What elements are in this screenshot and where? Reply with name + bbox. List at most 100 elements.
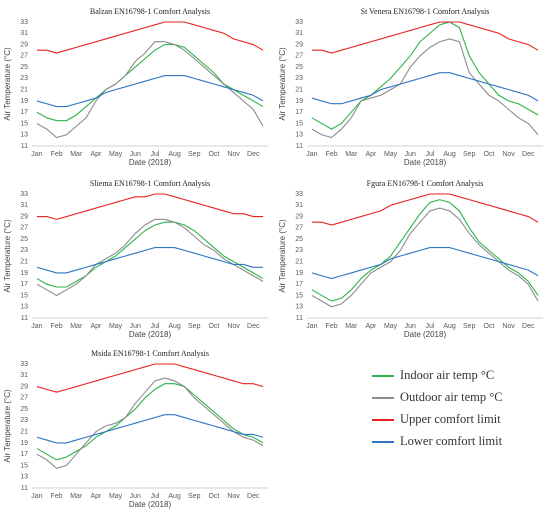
series-line (36, 247, 264, 274)
x-tick-label: Aug (443, 151, 456, 158)
x-axis-label: Date (2018) (129, 330, 172, 339)
series-line (36, 383, 264, 461)
y-tick-label: 15 (20, 292, 28, 299)
series-line (311, 207, 539, 308)
x-tick-label: May (384, 323, 398, 330)
chart-title: Msida EN16798-1 Comfort Analysis (91, 349, 209, 358)
y-tick-label: 17 (20, 109, 28, 116)
series-line (311, 193, 539, 226)
series-line (36, 75, 264, 108)
x-tick-label: Sep (188, 151, 201, 158)
y-tick-label: 29 (295, 213, 303, 220)
y-tick-label: 15 (20, 462, 28, 469)
x-tick-label: Mar (345, 323, 358, 330)
x-tick-label: May (384, 151, 398, 158)
y-tick-label: 27 (295, 53, 303, 60)
x-axis-label: Date (2018) (129, 500, 172, 509)
chart-title: Fgura EN16798-1 Comfort Analysis (367, 179, 484, 188)
y-tick-label: 11 (296, 143, 303, 150)
x-tick-label: Jul (425, 151, 434, 158)
y-tick-label: 25 (295, 64, 303, 71)
y-tick-label: 19 (20, 440, 28, 447)
x-tick-label: Jun (405, 151, 416, 158)
y-tick-label: 31 (20, 202, 28, 209)
legend: Indoor air temp °C Outdoor air temp °C Upp… (372, 368, 503, 448)
y-tick-label: 25 (20, 236, 28, 243)
chart-title: St Venera EN16798-1 Comfort Analysis (361, 7, 490, 16)
x-tick-label: Feb (51, 151, 63, 158)
x-tick-label: Oct (483, 323, 494, 330)
x-tick-label: Aug (168, 151, 181, 158)
x-tick-label: Jul (150, 493, 159, 500)
x-tick-label: Jul (150, 151, 159, 158)
y-tick-label: 27 (20, 53, 28, 60)
y-axis-label: Air Temperature (°C) (3, 389, 12, 463)
series-line (311, 21, 539, 54)
y-tick-label: 23 (20, 417, 28, 424)
y-tick-label: 23 (295, 75, 303, 82)
legend-label: Lower comfort limit (400, 434, 503, 448)
x-axis-label: Date (2018) (404, 158, 447, 167)
y-tick-label: 23 (20, 247, 28, 254)
y-tick-label: 17 (20, 451, 28, 458)
x-tick-label: Jan (306, 151, 317, 158)
series-line (36, 41, 264, 139)
series-line (36, 414, 264, 444)
y-tick-label: 21 (20, 428, 28, 435)
y-tick-label: 33 (295, 19, 303, 26)
x-tick-label: Mar (70, 151, 83, 158)
chart: Balzan EN16798-1 Comfort Analysis 11 13 15 1… (3, 7, 268, 167)
series-line (36, 21, 264, 54)
x-tick-label: Apr (90, 323, 102, 330)
series-line (36, 44, 264, 122)
y-tick-label: 31 (20, 372, 28, 379)
series-line (311, 199, 539, 302)
series-line (311, 38, 539, 139)
x-tick-label: Dec (247, 493, 260, 500)
y-tick-label: 13 (295, 132, 303, 139)
x-tick-label: Apr (90, 493, 102, 500)
x-tick-label: Nov (227, 493, 240, 500)
y-axis-label: Air Temperature (°C) (278, 47, 287, 121)
x-tick-label: Nov (227, 151, 240, 158)
y-tick-label: 27 (20, 395, 28, 402)
x-tick-label: May (109, 323, 123, 330)
y-axis-label: Air Temperature (°C) (3, 219, 12, 293)
legend-label: Indoor air temp °C (400, 368, 494, 382)
chart: St Venera EN16798-1 Comfort Analysis 11 13… (278, 7, 543, 167)
y-tick-label: 11 (21, 485, 28, 492)
x-tick-label: Sep (463, 151, 476, 158)
legend-label: Outdoor air temp °C (400, 390, 503, 404)
x-tick-label: Aug (168, 323, 181, 330)
y-tick-label: 23 (20, 75, 28, 82)
y-tick-label: 29 (20, 213, 28, 220)
series-line (311, 247, 539, 280)
x-tick-label: Jul (150, 323, 159, 330)
y-axis-label: Air Temperature (°C) (3, 47, 12, 121)
y-tick-label: 11 (21, 315, 28, 322)
y-tick-label: 13 (20, 474, 28, 481)
series-line (36, 193, 264, 220)
x-tick-label: Jun (130, 493, 141, 500)
y-tick-label: 31 (20, 30, 28, 37)
x-tick-label: Nov (502, 151, 515, 158)
x-axis-label: Date (2018) (129, 158, 172, 167)
y-tick-label: 11 (296, 315, 303, 322)
x-tick-label: Dec (247, 323, 260, 330)
y-tick-label: 33 (20, 19, 28, 26)
y-tick-label: 27 (20, 225, 28, 232)
x-tick-label: May (109, 151, 123, 158)
x-tick-label: Oct (208, 151, 219, 158)
x-tick-label: Jul (425, 323, 434, 330)
y-tick-label: 17 (295, 109, 303, 116)
y-tick-label: 25 (20, 64, 28, 71)
x-tick-label: Oct (208, 493, 219, 500)
y-tick-label: 19 (295, 270, 303, 277)
legend-label: Upper comfort limit (400, 412, 501, 426)
x-tick-label: Oct (208, 323, 219, 330)
y-tick-label: 33 (20, 191, 28, 198)
x-tick-label: Feb (51, 493, 63, 500)
chart: Fgura EN16798-1 Comfort Analysis 11 13 15 17… (278, 179, 543, 339)
x-tick-label: Jan (31, 493, 42, 500)
y-tick-label: 21 (295, 86, 303, 93)
